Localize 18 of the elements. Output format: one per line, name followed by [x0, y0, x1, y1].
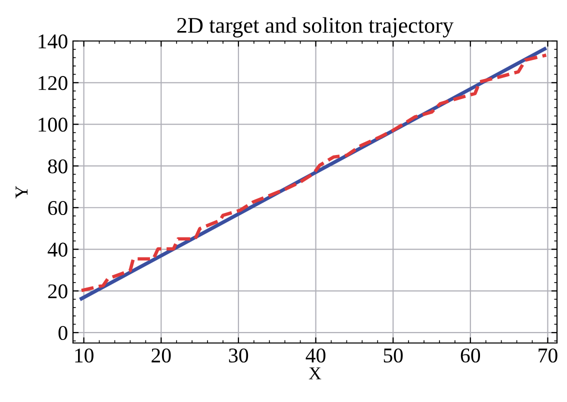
y-tick-label: 120	[38, 76, 68, 90]
y-tick-label: 0	[58, 326, 68, 340]
x-tick-label: 40	[306, 348, 326, 363]
x-tick-label: 10	[75, 348, 94, 363]
y-tick-label: 140	[38, 34, 68, 48]
y-tick-label: 80	[48, 159, 68, 174]
y-tick-label: 100	[38, 118, 68, 132]
x-tick-label: 30	[229, 348, 248, 363]
y-tick-label: 40	[48, 242, 68, 257]
x-tick-label: 60	[460, 348, 480, 363]
x-tick-label: 70	[538, 348, 558, 363]
x-tick-label: 50	[384, 348, 403, 363]
y-tick-label: 20	[48, 284, 68, 298]
y-tick-label: 60	[48, 200, 68, 216]
x-tick-label: 20	[152, 348, 171, 363]
y-axis-title: Y	[16, 186, 28, 198]
chart-title: 2D target and soliton trajectory	[177, 17, 454, 38]
x-axis-title: X	[308, 367, 322, 380]
